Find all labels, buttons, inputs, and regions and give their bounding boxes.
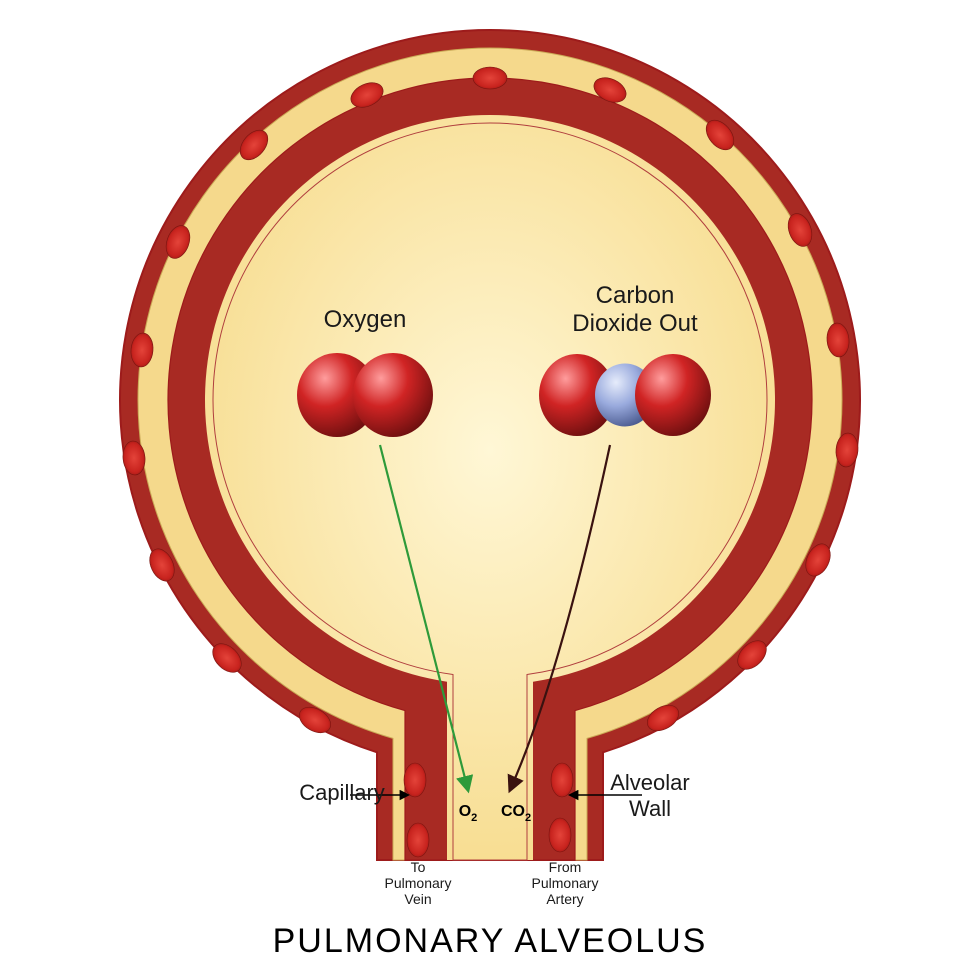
alveolar-lumen	[205, 115, 775, 860]
alveolus-diagram: Oxygen Carbon Dioxide Out O2 CO2 Capilla…	[0, 0, 980, 980]
co2-molecule	[539, 354, 711, 436]
from-artery-3: Artery	[546, 891, 583, 907]
co2-label-line1: Carbon	[596, 282, 675, 309]
oxygen-molecule	[297, 353, 433, 437]
capillary-label: Capillary	[299, 780, 385, 805]
to-vein-1: To	[411, 859, 426, 875]
oxygen-label: Oxygen	[324, 306, 407, 333]
from-artery-1: From	[549, 859, 582, 875]
alveolar-wall-label-2: Wall	[629, 796, 671, 821]
to-vein-2: Pulmonary	[385, 875, 452, 891]
diagram-title: PULMONARY ALVEOLUS	[273, 922, 708, 960]
from-artery-2: Pulmonary	[532, 875, 599, 891]
alveolar-wall-label-1: Alveolar	[610, 770, 689, 795]
to-vein-3: Vein	[404, 891, 431, 907]
co2-label-line2: Dioxide Out	[572, 310, 698, 337]
